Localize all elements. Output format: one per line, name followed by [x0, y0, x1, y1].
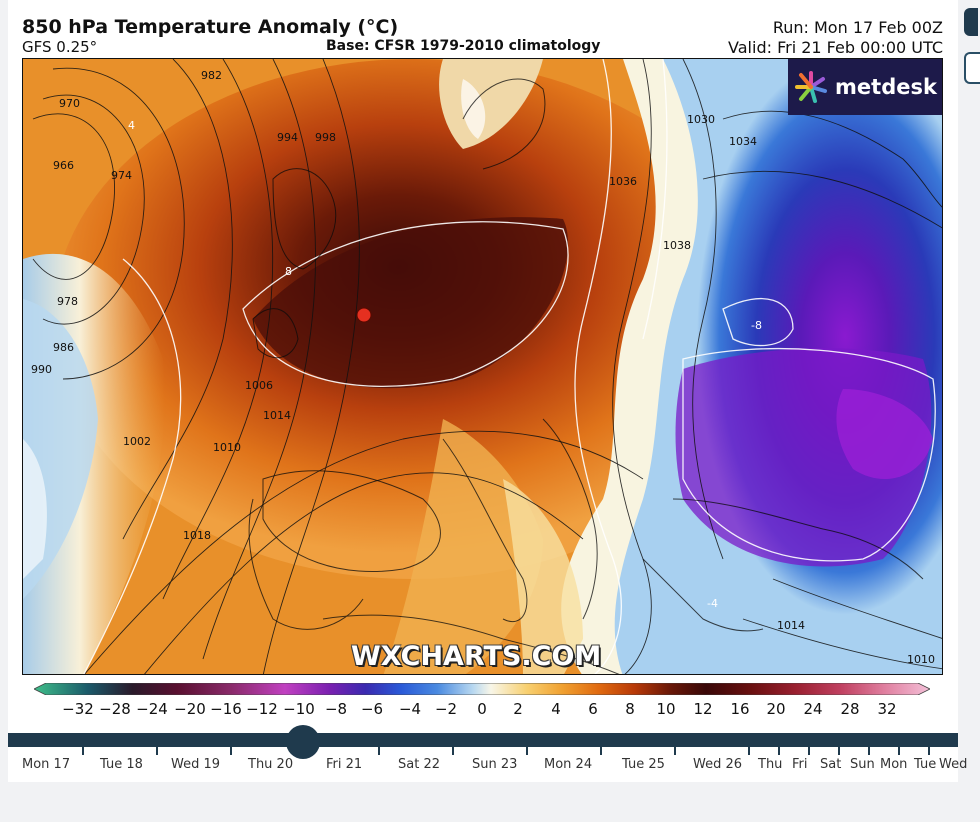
colorbar-label: −10 — [283, 700, 315, 718]
colorbar-label: −16 — [210, 700, 242, 718]
colorbar-labels: −32 −28 −24 −20 −16 −12 −10 −8 −6 −4 −2 … — [0, 700, 980, 720]
timeline-slider-handle[interactable] — [286, 725, 320, 759]
colorbar-label: −6 — [360, 700, 384, 718]
anomaly-map[interactable]: 982 970 966 974 994 998 978 986 990 1002… — [22, 58, 943, 675]
isobar-label: 1010 — [907, 653, 935, 666]
timeline-slider-track[interactable] — [8, 733, 958, 747]
valid-label: Valid: Fri 21 Feb 00:00 UTC — [728, 38, 943, 57]
timeline-ticks — [8, 747, 958, 757]
isobar-label: 1014 — [263, 409, 291, 422]
timeline-day[interactable]: Sat — [820, 757, 842, 772]
isobar-label: 1010 — [213, 441, 241, 454]
isobar-label: 970 — [59, 97, 80, 110]
timeline-day[interactable]: Sat 22 — [398, 757, 440, 772]
colorbar-label: −28 — [99, 700, 131, 718]
timeline-day[interactable]: Tue — [914, 757, 937, 772]
metdesk-logo-icon — [793, 69, 829, 105]
colorbar-label: 16 — [730, 700, 750, 718]
colorbar-label: 28 — [840, 700, 860, 718]
timeline-day[interactable]: Mon 17 — [22, 757, 71, 772]
timeline-day[interactable]: Mon 24 — [544, 757, 593, 772]
metdesk-logo: metdesk — [788, 59, 942, 115]
colorbar-label: 2 — [513, 700, 523, 718]
timeline-day[interactable]: Tue 18 — [100, 757, 143, 772]
map-canvas: 982 970 966 974 994 998 978 986 990 1002… — [23, 59, 942, 674]
bottom-strip — [8, 782, 958, 822]
anomaly-label: 8 — [285, 265, 292, 278]
right-frame — [958, 0, 980, 822]
chart-title: 850 hPa Temperature Anomaly (°C) — [22, 16, 399, 38]
colorbar-label: −2 — [434, 700, 458, 718]
coastlines — [248, 78, 924, 674]
panel-tab-icon-2[interactable] — [964, 52, 980, 84]
wxcharts-watermark: WXCHARTS.COM — [351, 641, 602, 672]
colorbar-label: 6 — [588, 700, 598, 718]
timeline-day[interactable]: Wed 19 — [171, 757, 221, 772]
isobar-label: 990 — [31, 363, 52, 376]
anomaly-label-group: 4 8 -8 -4 — [128, 119, 762, 610]
metdesk-logo-text: metdesk — [835, 75, 937, 99]
colorbar — [34, 683, 930, 695]
timeline-day[interactable]: Fri — [792, 757, 808, 772]
isobar-label: 1030 — [687, 113, 715, 126]
colorbar-label: −12 — [246, 700, 278, 718]
isobar-label: 982 — [201, 69, 222, 82]
left-frame — [0, 0, 8, 822]
colorbar-label: −4 — [398, 700, 422, 718]
isobar-label: 1034 — [729, 135, 757, 148]
isobar-label: 1006 — [245, 379, 273, 392]
timeline-day[interactable]: Tue 25 — [622, 757, 665, 772]
isobar-label: 998 — [315, 131, 336, 144]
timeline-day[interactable]: Wed 26 — [693, 757, 743, 772]
timeline-day[interactable]: Thu 20 — [248, 757, 294, 772]
timeline-day[interactable]: Wed — [939, 757, 968, 772]
colorbar-label: 4 — [551, 700, 561, 718]
timeline-day[interactable]: Mon — [880, 757, 908, 772]
isobar-label: 986 — [53, 341, 74, 354]
isobar-label-group: 982 970 966 974 994 998 978 986 990 1002… — [31, 69, 935, 666]
timeline-day[interactable]: Thu — [758, 757, 783, 772]
timeline-day[interactable]: Sun — [850, 757, 875, 772]
colorbar-label: 8 — [625, 700, 635, 718]
run-label: Run: Mon 17 Feb 00Z — [772, 18, 943, 37]
timeline-day[interactable]: Sun 23 — [472, 757, 518, 772]
isobar-label: 1038 — [663, 239, 691, 252]
isobar-label: 978 — [57, 295, 78, 308]
panel-tab-icon[interactable] — [964, 8, 978, 36]
isobar-label: 1018 — [183, 529, 211, 542]
anomaly-label: -4 — [707, 597, 718, 610]
isobar-label: 974 — [111, 169, 132, 182]
timeline-days: Mon 17 Tue 18 Wed 19 Thu 20 Fri 21 Sat 2… — [0, 757, 980, 777]
colorbar-label: −8 — [324, 700, 348, 718]
anomaly-label: 4 — [128, 119, 135, 132]
isobar-label: 1002 — [123, 435, 151, 448]
isobar-label: 966 — [53, 159, 74, 172]
isobar-lines — [32, 59, 942, 674]
colorbar-label: 12 — [693, 700, 713, 718]
colorbar-label: 20 — [766, 700, 786, 718]
colorbar-label: 32 — [877, 700, 897, 718]
colorbar-label: 10 — [656, 700, 676, 718]
isobar-label: 1036 — [609, 175, 637, 188]
colorbar-label: −24 — [136, 700, 168, 718]
anomaly-label: -8 — [751, 319, 762, 332]
colorbar-label: −32 — [62, 700, 94, 718]
model-label: GFS 0.25° — [22, 38, 98, 56]
colorbar-label: −20 — [174, 700, 206, 718]
colorbar-label: 0 — [477, 700, 487, 718]
base-label: Base: CFSR 1979-2010 climatology — [326, 38, 601, 54]
colorbar-label: 24 — [803, 700, 823, 718]
timeline-day[interactable]: Fri 21 — [326, 757, 363, 772]
isobar-label: 994 — [277, 131, 298, 144]
location-marker — [356, 307, 372, 323]
anomaly-contours — [83, 59, 936, 674]
isobar-label: 1014 — [777, 619, 805, 632]
